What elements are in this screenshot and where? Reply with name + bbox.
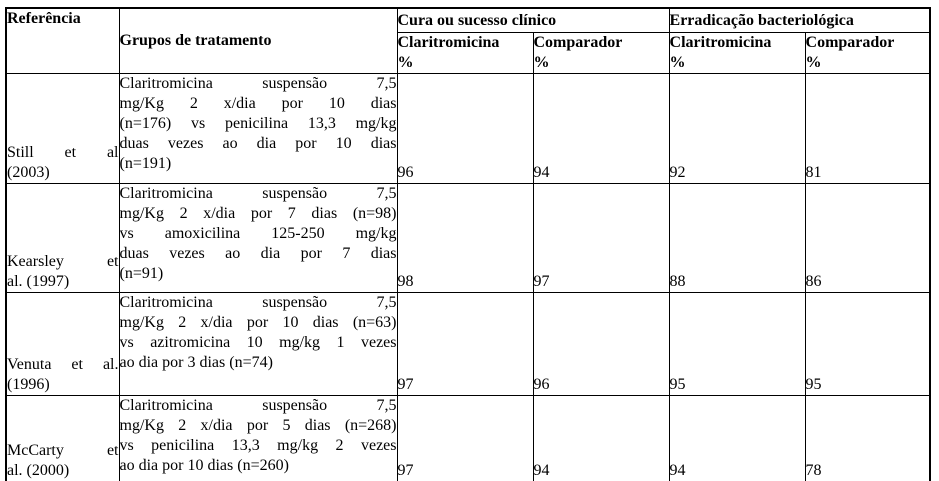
value-cell-cura-comparador: 97	[532, 183, 670, 293]
group-header-erradicacao-bacteriologica: Erradicação bacteriológica	[668, 7, 931, 33]
value-cell-cura-comparador: 94	[532, 73, 670, 184]
value-cell-erradicacao-comparador: 95	[804, 292, 931, 396]
column-header-grupos-de-tratamento: Grupos de tratamento	[118, 7, 398, 74]
value-cell-erradicacao-comparador: 78	[804, 395, 931, 481]
treatment-group-cell: Claritromicina suspensão 7,5 mg/Kg 2 x/di…	[118, 292, 398, 396]
value-cell-erradicacao-comparador: 81	[804, 73, 931, 184]
value-cell-cura-claritromicina: 98	[396, 183, 534, 293]
subcolumn-header-comparador-pct-bacteriologico: Comparador%	[804, 32, 931, 74]
value-cell-erradicacao-comparador: 86	[804, 183, 931, 293]
value-cell-erradicacao-claritromicina: 95	[668, 292, 806, 396]
value-cell-cura-comparador: 94	[532, 395, 670, 481]
value-cell-cura-claritromicina: 97	[396, 292, 534, 396]
header-row-subcols: Claritromicina% Comparador% Claritromici…	[6, 32, 931, 74]
subcolumn-header-claritromicina-pct-clinico: Claritromicina%	[396, 32, 534, 74]
value-cell-erradicacao-claritromicina: 94	[668, 395, 806, 481]
reference-cell: Venuta et al. (1996)	[5, 292, 120, 396]
clinical-studies-table: Referência Grupos de tratamento Cura ou …	[5, 7, 932, 481]
reference-cell: McCarty et al. (2000)	[5, 395, 120, 481]
table-row: Venuta et al. (1996) Claritromicina suspe…	[5, 292, 931, 396]
treatment-group-cell: Claritromicina suspensão 7,5 mg/Kg 2 x/di…	[118, 183, 398, 293]
value-cell-cura-claritromicina: 97	[396, 395, 534, 481]
table-row: Kearsley et al. (1997) Claritromicina sus…	[5, 183, 931, 293]
value-cell-erradicacao-claritromicina: 92	[668, 73, 806, 184]
treatment-group-cell: Claritromicina suspensão 7,5 mg/Kg 2 x/di…	[118, 73, 398, 184]
value-cell-cura-comparador: 96	[532, 292, 670, 396]
treatment-group-cell: Claritromicina suspensão 7,5 mg/Kg 2 x/di…	[118, 395, 398, 481]
value-cell-erradicacao-claritromicina: 88	[668, 183, 806, 293]
header-row-groups: Referência Grupos de tratamento Cura ou …	[5, 7, 931, 74]
reference-cell: Still et al (2003)	[5, 73, 120, 184]
table-row: Still et al (2003) Claritromicina suspens…	[5, 73, 931, 184]
subcolumn-header-claritromicina-pct-bacteriologico: Claritromicina%	[668, 32, 806, 74]
group-header-cura-ou-sucesso-clinico: Cura ou sucesso clínico	[396, 7, 670, 33]
subcolumn-header-comparador-pct-clinico: Comparador%	[532, 32, 670, 74]
reference-cell: Kearsley et al. (1997)	[5, 183, 120, 293]
column-header-referencia: Referência	[5, 7, 120, 74]
table-row: McCarty et al. (2000) Claritromicina susp…	[5, 395, 931, 481]
value-cell-cura-claritromicina: 96	[396, 73, 534, 184]
